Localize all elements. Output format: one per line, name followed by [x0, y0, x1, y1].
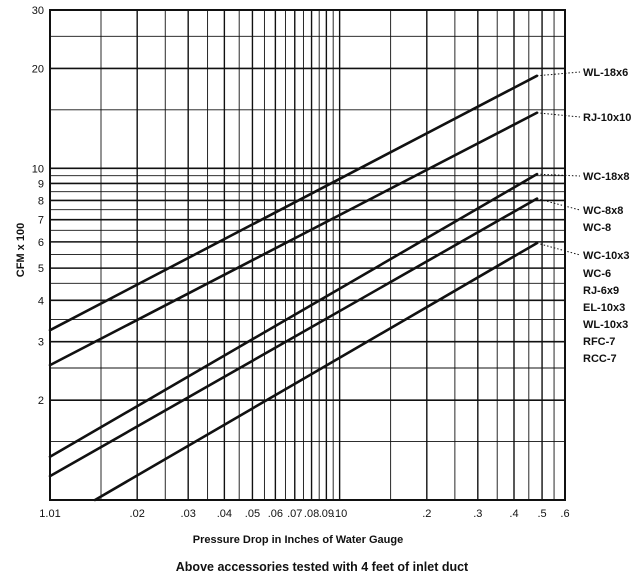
series-label: RJ-10x10: [583, 112, 631, 124]
chart-caption: Above accessories tested with 4 feet of …: [176, 560, 469, 574]
x-tick-label: .5: [537, 508, 546, 520]
x-tick-label: .08: [304, 508, 319, 520]
y-tick-label: 8: [38, 195, 44, 207]
y-tick-label: 2: [38, 395, 44, 407]
series-label: RCC-7: [583, 353, 617, 365]
label-leader: [536, 173, 581, 177]
x-tick-label: .2: [422, 508, 431, 520]
x-tick-label: .06: [268, 508, 283, 520]
x-tick-label: .02: [130, 508, 145, 520]
x-tick-label: .04: [217, 508, 232, 520]
y-tick-label: 4: [38, 295, 44, 307]
series-label: RFC-7: [583, 336, 615, 348]
series-label: RJ-6x9: [583, 285, 619, 297]
y-tick-label: 9: [38, 178, 44, 190]
y-tick-label: 3: [38, 337, 44, 349]
y-tick-labels: 2 3 4 5 6 7 8 9 10 20 30: [32, 5, 44, 407]
series-line: [48, 197, 539, 478]
series-label: WC-8x8: [583, 205, 623, 217]
x-tick-label: .05: [245, 508, 260, 520]
y-tick-label: 30: [32, 5, 44, 17]
series-labels: WL-18x6 RJ-10x10 WC-18x8 WC-8x8 WC-8 WC-10x3 W…: [536, 67, 631, 365]
x-tick-labels: 1.01 .02 .03 .04 .05 .06 .07.08.09.10 .2 .3 .4 .5.…: [39, 508, 569, 520]
label-leader: [536, 112, 581, 118]
series-label: WC-6: [583, 268, 611, 280]
label-leader: [536, 71, 581, 77]
x-tick-label: 1.01: [39, 508, 60, 520]
x-tick-label: .09: [319, 508, 334, 520]
series-line: [93, 241, 539, 502]
x-tick-label: .6: [560, 508, 569, 520]
x-tick-label: .03: [181, 508, 196, 520]
series-label: WL-10x3: [583, 319, 628, 331]
x-axis-title: Pressure Drop in Inches of Water Gauge: [193, 534, 403, 546]
y-axis-title: CFM x 100: [15, 223, 27, 277]
y-tick-label: 7: [38, 215, 44, 227]
series-label: EL-10x3: [583, 302, 625, 314]
x-tick-label: .3: [473, 508, 482, 520]
plot-frame: [49, 9, 566, 501]
label-leader: [536, 242, 581, 256]
y-tick-label: 20: [32, 63, 44, 75]
x-tick-label: .07: [287, 508, 302, 520]
y-tick-label: 10: [32, 163, 44, 175]
series-label: WC-10x3: [583, 250, 629, 262]
series-line: [48, 74, 539, 332]
series-line: [48, 172, 539, 459]
series-label: WC-8: [583, 222, 611, 234]
y-tick-label: 5: [38, 263, 44, 275]
series-label: WL-18x6: [583, 67, 628, 79]
x-tick-label: .10: [332, 508, 347, 520]
series-line: [48, 111, 539, 367]
label-leader: [536, 198, 581, 211]
grid: [49, 9, 566, 501]
y-tick-label: 6: [38, 237, 44, 249]
x-tick-label: .4: [509, 508, 518, 520]
series-label: WC-18x8: [583, 171, 629, 183]
series-lines: [48, 74, 539, 502]
